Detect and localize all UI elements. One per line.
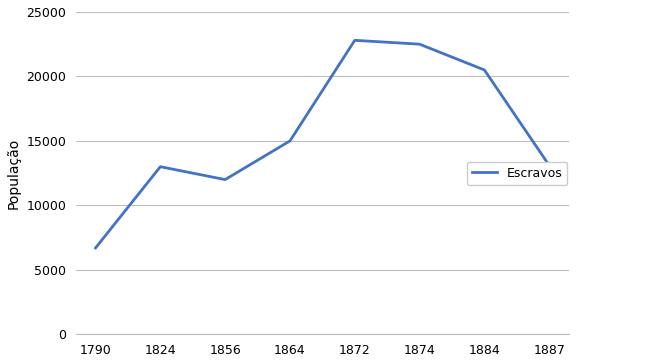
Escravos	[286, 139, 294, 143]
Escravos	[92, 246, 100, 250]
Escravos	[415, 42, 423, 46]
Line: Escravos: Escravos	[96, 40, 549, 248]
Escravos	[157, 165, 165, 169]
Escravos	[221, 177, 229, 182]
Escravos	[351, 38, 359, 43]
Legend: Escravos: Escravos	[466, 162, 567, 185]
Escravos	[545, 163, 553, 167]
Escravos	[480, 68, 488, 72]
Y-axis label: População: População	[7, 138, 21, 209]
